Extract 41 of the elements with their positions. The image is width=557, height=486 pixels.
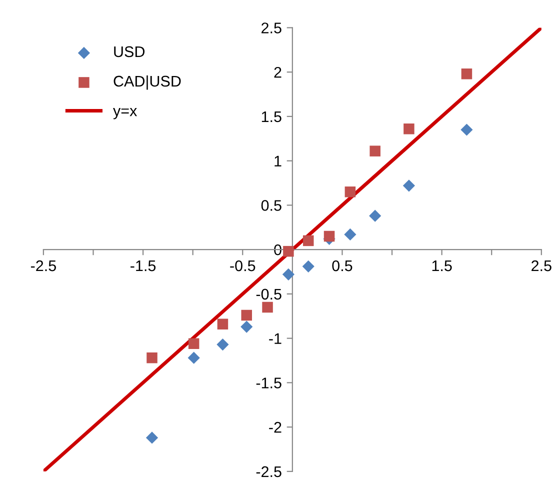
point <box>241 310 252 321</box>
point <box>283 246 294 257</box>
point <box>370 146 380 156</box>
point <box>302 235 314 246</box>
y-tick-label: -2.5 <box>256 466 282 478</box>
point <box>262 302 273 313</box>
point <box>188 352 200 364</box>
point <box>282 268 294 280</box>
point <box>344 186 356 198</box>
y-tick-label: 2 <box>274 66 282 78</box>
point <box>460 124 473 136</box>
y-tick-label: -2 <box>269 422 282 433</box>
point <box>146 432 158 444</box>
point <box>146 352 158 364</box>
point <box>302 260 314 272</box>
x-tick-label: 0.5 <box>332 260 352 272</box>
point <box>402 180 415 192</box>
y-tick-label: 1.5 <box>262 111 282 122</box>
y-tick-label: 2.5 <box>262 22 282 34</box>
x-tick-label: -0.5 <box>230 260 256 272</box>
x-tick-label: 1.5 <box>432 260 452 272</box>
x-tick-label: 2.5 <box>532 260 552 272</box>
point <box>217 318 228 330</box>
point <box>240 320 253 333</box>
point <box>188 338 200 350</box>
y-tick-label: -0.5 <box>256 288 282 300</box>
point <box>324 230 335 242</box>
point <box>461 68 472 80</box>
y-tick-label: -1 <box>269 333 282 344</box>
point <box>344 228 356 241</box>
y-tick-label: 0.5 <box>261 200 282 211</box>
legend-label: USD <box>114 46 145 58</box>
point <box>404 123 414 134</box>
legend-label: CAD|USD <box>114 75 181 90</box>
x-tick-label: -1.5 <box>130 260 156 272</box>
y-tick-label: 1 <box>274 156 282 166</box>
point <box>216 338 229 351</box>
point <box>369 210 382 222</box>
y-tick-label: -1.5 <box>256 378 282 388</box>
x-tick-label: -2.5 <box>30 260 56 272</box>
legend-label: y=x <box>113 108 138 120</box>
